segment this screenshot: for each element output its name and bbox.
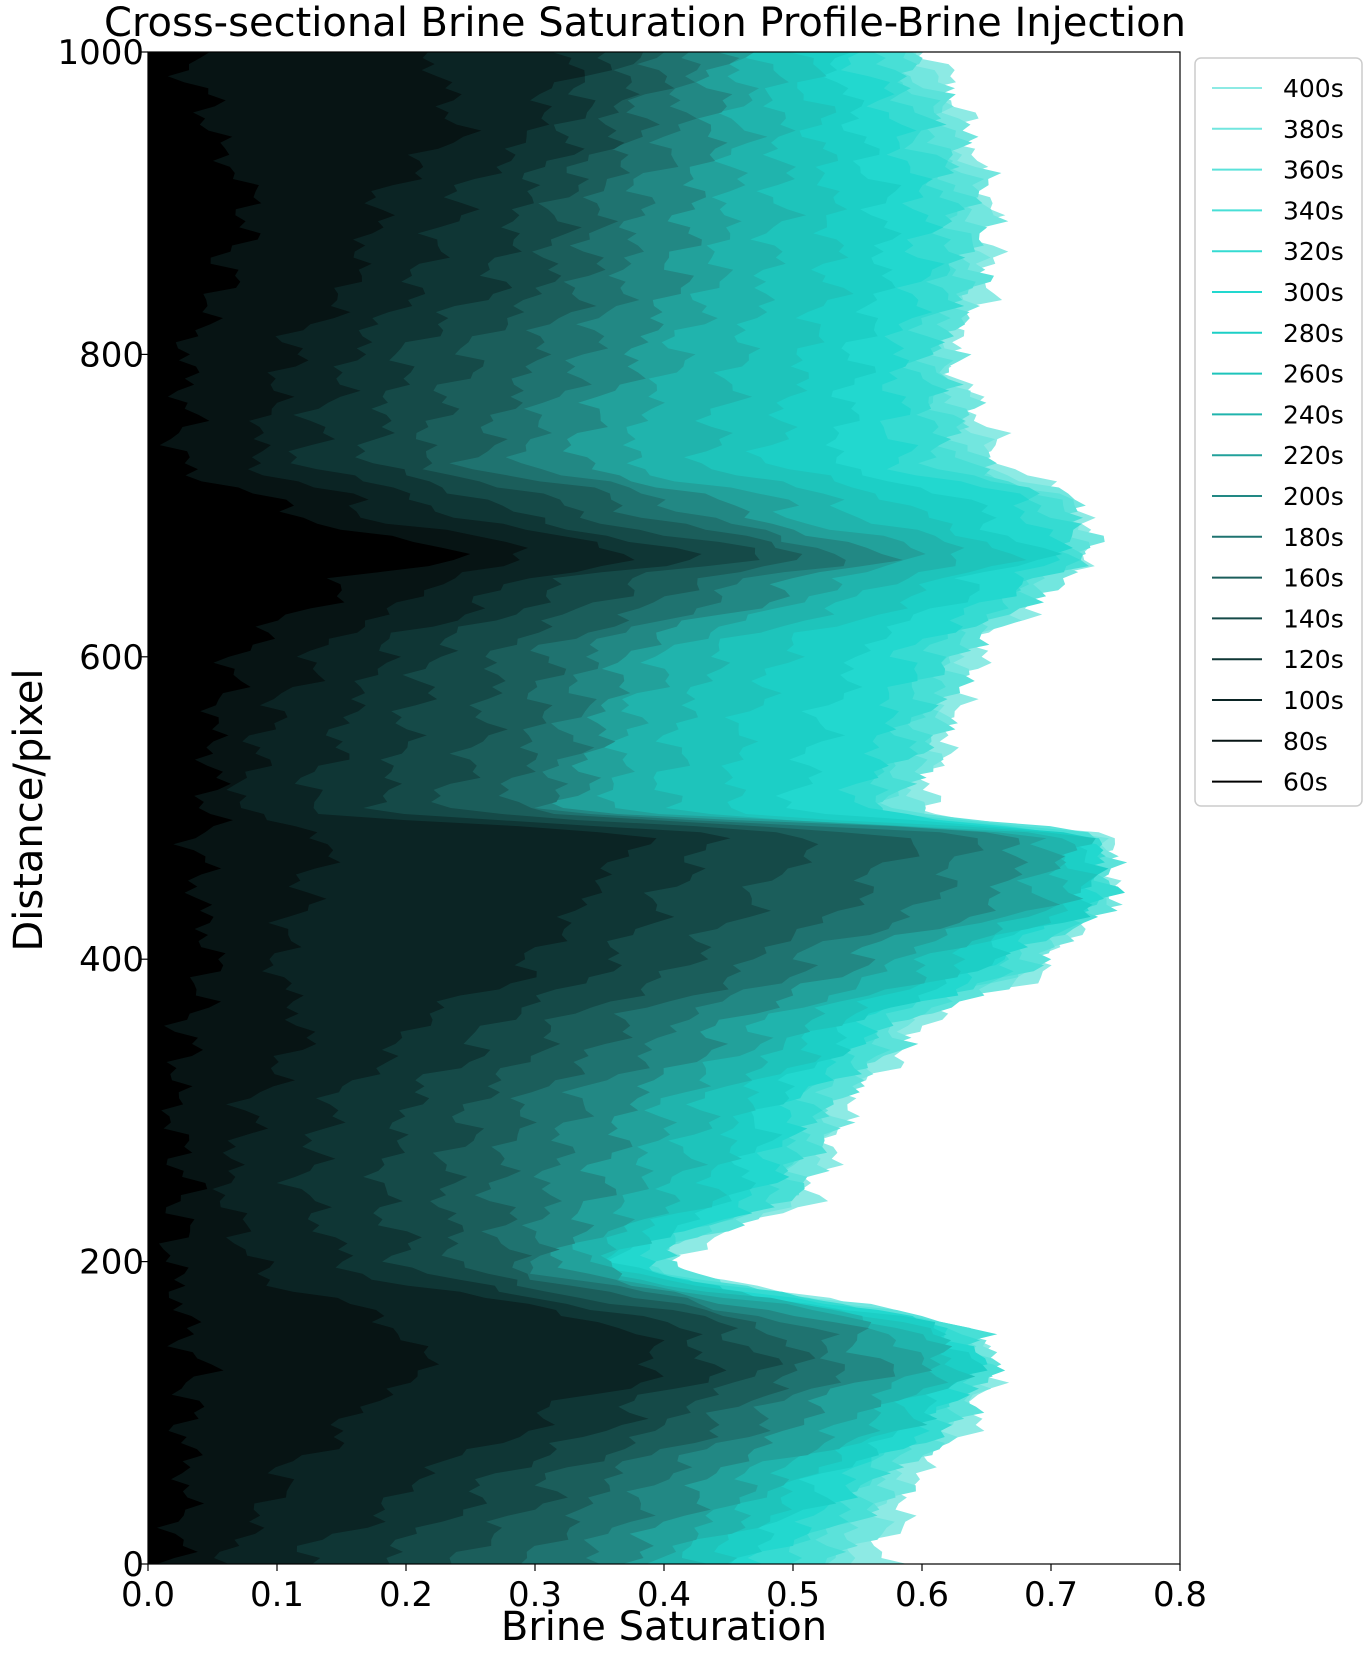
x-tick-label: 0.4 [637,1575,691,1615]
x-tick-label: 0.0 [121,1575,175,1615]
legend-label-100s: 100s [1283,686,1344,715]
legend-items: 400s 380s 360s 340s 320s 300s 280s 260s 240s 220s… [1212,74,1344,797]
legend-label-220s: 220s [1283,441,1344,470]
legend-label-280s: 280s [1283,319,1344,348]
area-series-100s [148,52,665,1564]
legend-label-240s: 240s [1283,400,1344,429]
legend-label-360s: 360s [1283,156,1344,185]
legend: 400s 380s 360s 340s 320s 300s 280s 260s 240s 220s… [1194,57,1363,807]
x-axis-label: Brine Saturation [501,1604,827,1650]
legend-label-400s: 400s [1283,74,1344,103]
y-tick-label: 0 [122,1545,144,1585]
plot-area [147,51,1181,1565]
y-tick-label: 200 [79,1243,144,1283]
y-tick-label: 1000 [57,33,144,73]
legend-label-320s: 320s [1283,237,1344,266]
x-tick-label: 0.5 [766,1575,820,1615]
area-series-60s [148,52,471,1564]
legend-label-260s: 260s [1283,360,1344,389]
legend-label-80s: 80s [1283,727,1328,756]
y-tick-label: 600 [79,638,144,678]
legend-label-340s: 340s [1283,196,1344,225]
legend-label-200s: 200s [1283,482,1344,511]
area-series-group [148,52,1128,1564]
legend-label-300s: 300s [1283,278,1344,307]
legend-label-60s: 60s [1283,768,1328,797]
chart-title: Cross-sectional Brine Saturation Profile… [104,0,1186,46]
x-tick-label: 0.6 [895,1575,949,1615]
y-tick-label: 800 [79,335,144,375]
y-axis: 0 200 400 600 800 1000 [57,33,148,1585]
legend-label-380s: 380s [1283,115,1344,144]
legend-label-120s: 120s [1283,645,1344,674]
x-tick-label: 0.3 [508,1575,562,1615]
legend-label-180s: 180s [1283,523,1344,552]
y-axis-label: Distance/pixel [6,668,52,951]
legend-label-160s: 160s [1283,564,1344,593]
legend-label-140s: 140s [1283,604,1344,633]
y-tick-label: 400 [79,940,144,980]
x-tick-label: 0.1 [250,1575,304,1615]
x-axis: 0.0 0.1 0.2 0.3 0.4 0.5 0.6 0.7 0.8 [121,1564,1207,1615]
x-tick-label: 0.8 [1153,1575,1207,1615]
x-tick-label: 0.7 [1024,1575,1078,1615]
x-tick-label: 0.2 [379,1575,433,1615]
area-series-80s [148,52,528,1564]
